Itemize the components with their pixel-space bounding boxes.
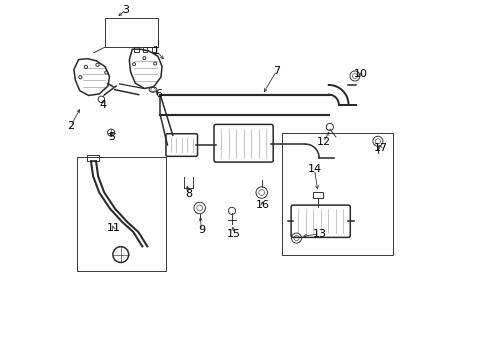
Bar [312,192,323,198]
Text: 17: 17 [373,143,387,153]
Text: 8: 8 [185,189,192,199]
Bar [152,48,156,52]
Bar [282,134,392,255]
Bar [86,155,99,161]
Text: 10: 10 [353,69,367,79]
Text: 11: 11 [106,224,121,233]
Text: 4: 4 [99,100,106,110]
Text: 16: 16 [255,200,269,210]
Text: 6: 6 [155,89,162,99]
Text: 5: 5 [108,132,115,142]
Bar [143,48,147,52]
Text: 13: 13 [312,229,326,239]
Bar [104,18,158,47]
Text: 14: 14 [307,164,321,174]
Text: 7: 7 [273,66,280,76]
Bar [134,48,138,52]
Text: 12: 12 [316,138,330,147]
Text: 15: 15 [226,229,240,239]
Text: 2: 2 [67,121,74,131]
Text: 3: 3 [122,5,129,15]
Bar [77,157,166,271]
Text: 1: 1 [153,46,160,56]
Text: 9: 9 [198,225,204,235]
